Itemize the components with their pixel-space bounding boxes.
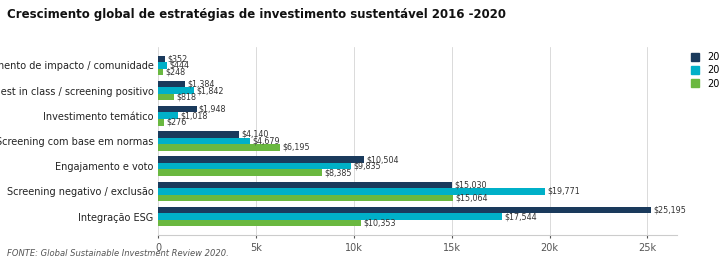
Bar bbox=[158, 163, 351, 169]
Text: $15,030: $15,030 bbox=[455, 180, 487, 189]
Bar bbox=[158, 87, 194, 94]
Text: $6,195: $6,195 bbox=[282, 143, 310, 152]
Bar bbox=[158, 195, 453, 201]
Bar bbox=[158, 188, 545, 195]
Text: $17,544: $17,544 bbox=[504, 212, 536, 221]
Bar bbox=[158, 169, 323, 176]
Text: $1,842: $1,842 bbox=[197, 86, 225, 95]
Legend: 2020, 2018, 2016: 2020, 2018, 2016 bbox=[687, 48, 720, 93]
Bar bbox=[158, 207, 652, 213]
Bar bbox=[158, 131, 239, 138]
Text: $1,948: $1,948 bbox=[199, 105, 226, 114]
Text: $19,771: $19,771 bbox=[547, 187, 580, 196]
Text: $1,018: $1,018 bbox=[181, 111, 208, 120]
Text: $818: $818 bbox=[176, 93, 197, 102]
Bar bbox=[158, 94, 174, 100]
Bar bbox=[158, 220, 361, 226]
Bar bbox=[158, 81, 186, 87]
Text: $276: $276 bbox=[166, 118, 186, 127]
Bar bbox=[158, 119, 163, 126]
Bar bbox=[158, 112, 179, 119]
Text: $15,064: $15,064 bbox=[456, 193, 488, 202]
Text: $9,835: $9,835 bbox=[353, 162, 381, 171]
Bar bbox=[158, 181, 452, 188]
Text: $4,679: $4,679 bbox=[252, 137, 280, 145]
Text: $10,504: $10,504 bbox=[366, 155, 399, 164]
Bar bbox=[158, 69, 163, 75]
Bar bbox=[158, 213, 502, 220]
Text: $248: $248 bbox=[166, 67, 186, 76]
Text: $1,384: $1,384 bbox=[188, 80, 215, 88]
Bar bbox=[158, 56, 166, 62]
Bar bbox=[158, 144, 279, 151]
Bar bbox=[158, 62, 167, 69]
Text: $10,353: $10,353 bbox=[364, 218, 396, 228]
Text: Crescimento global de estratégias de investimento sustentável 2016 -2020: Crescimento global de estratégias de inv… bbox=[7, 8, 506, 21]
Bar bbox=[158, 106, 197, 112]
Text: $444: $444 bbox=[169, 61, 189, 70]
Text: $8,385: $8,385 bbox=[325, 168, 352, 177]
Text: FONTE: Global Sustainable Investment Review 2020.: FONTE: Global Sustainable Investment Rev… bbox=[7, 250, 229, 258]
Bar bbox=[158, 138, 250, 144]
Text: $4,140: $4,140 bbox=[242, 130, 269, 139]
Text: $25,195: $25,195 bbox=[654, 205, 686, 215]
Text: $352: $352 bbox=[168, 54, 188, 63]
Bar bbox=[158, 156, 364, 163]
